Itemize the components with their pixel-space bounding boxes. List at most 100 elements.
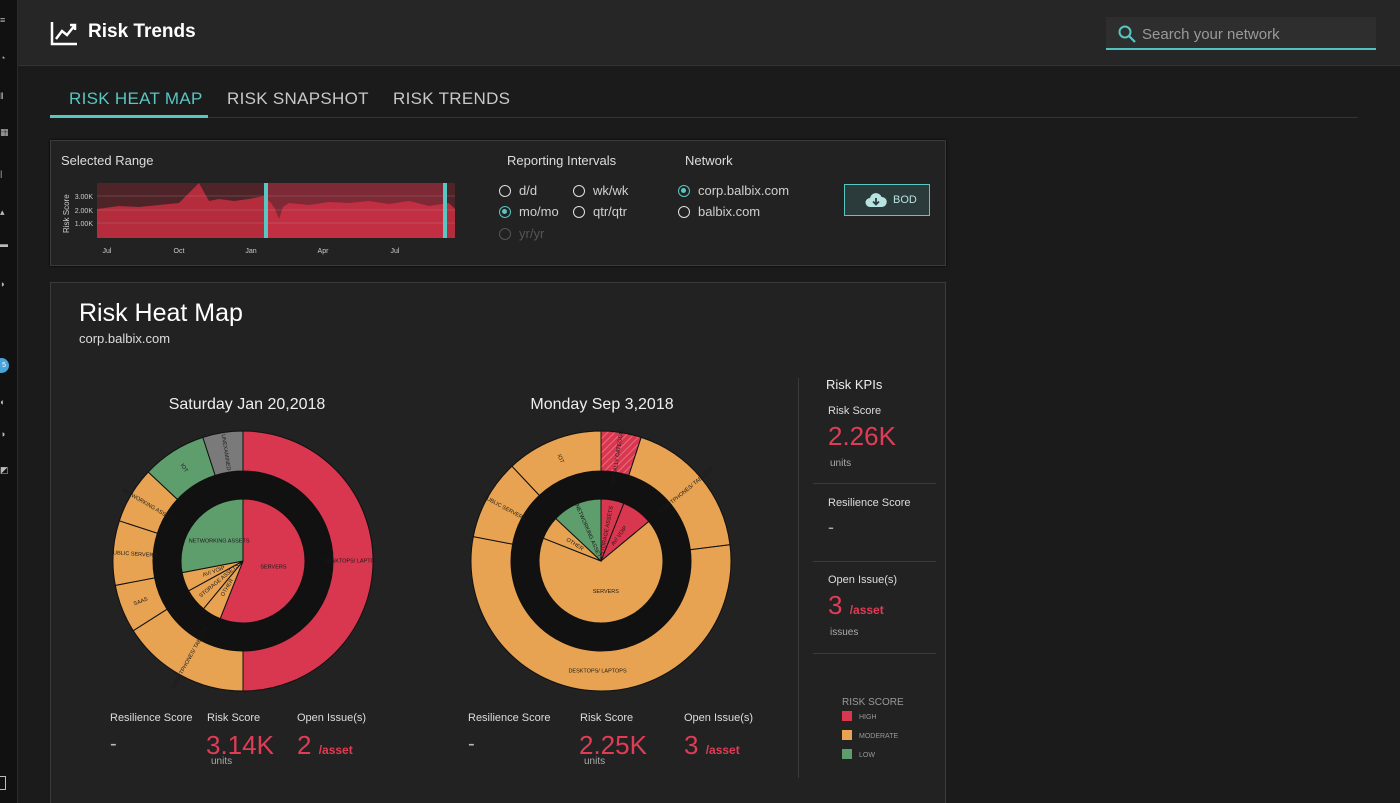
left-resilience-value: - [110, 733, 117, 755]
nav-icon[interactable]: ◔ [0, 54, 6, 62]
left-outer-segment[interactable] [202, 430, 244, 477]
legend-high: HIGH [842, 711, 877, 721]
left-risk-label: Risk Score [207, 712, 261, 724]
y-tick: 1.00K [75, 221, 94, 228]
cloud-download-icon [865, 193, 887, 207]
left-risk-value: 3.14K [206, 730, 274, 760]
trend-chart-icon [50, 22, 77, 46]
interval-dd-radio[interactable]: d/d [499, 183, 537, 198]
tab-risk-heat-map[interactable]: RISK HEAT MAP [69, 89, 203, 108]
page-title: Risk Trends [88, 21, 196, 42]
nav-icon[interactable]: ◩ [0, 466, 8, 474]
selected-range-highlight [264, 183, 444, 238]
x-tick: Jul [391, 248, 400, 255]
bod-download-button[interactable]: BOD [844, 184, 930, 216]
x-tick: Jul [103, 248, 112, 255]
interval-qtrqtr-radio[interactable]: qtr/qtr [573, 204, 627, 219]
nav-icon[interactable]: ▴ [0, 208, 5, 216]
heat-map-title: Risk Heat Map [79, 299, 243, 327]
left-risk-unit: units [211, 756, 233, 767]
left-inner-segment-label: NETWORKING ASSETS [189, 539, 250, 545]
interval-yryr-radio: yr/yr [499, 226, 544, 241]
left-outer-segment-label: UNEXAMINED [220, 434, 232, 471]
right-outer-segment[interactable] [511, 430, 602, 497]
kpi-risk-value: 2.26K [828, 421, 896, 451]
x-tick: Jan [245, 248, 256, 255]
interval-wkwk-radio[interactable]: wk/wk [573, 183, 628, 198]
nav-icon[interactable]: ◑ [0, 430, 6, 438]
heat-map-network: corp.balbix.com [79, 331, 171, 346]
left-outer-segment-label: PUBLIC SERVERS [111, 550, 157, 559]
left-inner-segment[interactable] [180, 498, 244, 574]
left-heat-donut[interactable]: DESKTOPS/ LAPTOPSSMARTPHONES/ TABLETSSAA… [111, 429, 375, 693]
tab-risk-trends[interactable]: RISK TRENDS [393, 89, 511, 108]
kpi-issues-unit: issues [830, 627, 859, 638]
search-box[interactable] [1106, 17, 1376, 50]
search-input[interactable] [1142, 21, 1370, 47]
nav-icon[interactable]: ◐ [0, 398, 6, 406]
kpi-issues-label: Open Issue(s) [828, 574, 898, 586]
risk-heat-map-panel: Risk Heat Map corp.balbix.com Saturday J… [50, 282, 946, 803]
right-resilience-value: - [468, 733, 475, 755]
range-handle-left[interactable] [264, 183, 268, 238]
expand-icon[interactable] [0, 776, 6, 790]
right-risk-label: Risk Score [580, 712, 634, 724]
range-handle-right[interactable] [443, 183, 447, 238]
network-corp-radio[interactable]: corp.balbix.com [678, 183, 789, 198]
tab-risk-snapshot[interactable]: RISK SNAPSHOT [227, 89, 369, 108]
left-resilience-label: Resilience Score [110, 712, 193, 724]
right-date-label: Monday Sep 3,2018 [530, 396, 674, 413]
kpi-resilience-label: Resilience Score [828, 497, 911, 509]
nav-icon[interactable]: ▬ [0, 240, 8, 248]
range-selector-chart[interactable]: Risk Score 3.00K 2.00K 1.00K Jul Oct Jan… [59, 179, 459, 261]
x-tick: Apr [318, 248, 330, 255]
legend-low: LOW [842, 749, 875, 759]
legend-moderate: MODERATE [842, 730, 898, 740]
kpi-divider [798, 378, 799, 778]
left-issues-value: 2 /asset [297, 730, 353, 760]
left-outer-segment[interactable] [242, 430, 374, 692]
right-resilience-label: Resilience Score [468, 712, 551, 724]
left-nav-rail: ≡ ◔ ‖ ▦ | ▴ ▬ ◗ 5 ◐ ◑ ◩ [0, 0, 18, 803]
notification-badge[interactable]: 5 [0, 358, 9, 373]
nav-icon[interactable]: | [0, 170, 3, 178]
kpi-risk-unit: units [830, 458, 852, 469]
x-tick: Oct [174, 248, 185, 255]
search-icon [1118, 25, 1136, 43]
nav-icon[interactable]: ◗ [0, 280, 6, 288]
active-tab-indicator [50, 115, 208, 118]
app-header: Risk Trends [18, 0, 1400, 66]
selected-range-label: Selected Range [61, 153, 154, 168]
right-issues-label: Open Issue(s) [684, 712, 754, 724]
nav-icon[interactable]: ▦ [0, 128, 8, 136]
right-inner-segment-label: SERVERS [593, 589, 620, 595]
range-panel: Selected Range Risk Score 3.00K 2.00K 1.… [50, 140, 946, 266]
left-outer-segment-label: DESKTOPS/ LAPTOPS [324, 558, 375, 564]
y-tick: 3.00K [75, 194, 94, 201]
right-outer-segment[interactable] [470, 536, 732, 692]
network-label: Network [685, 153, 733, 168]
right-risk-unit: units [584, 756, 606, 767]
tab-bar: RISK HEAT MAP RISK SNAPSHOT RISK TRENDS [50, 80, 1358, 118]
right-inner-segment[interactable] [538, 520, 664, 624]
left-inner-segment[interactable] [219, 498, 306, 624]
kpi-risk-label: Risk Score [828, 405, 882, 417]
kpi-resilience-value: - [828, 517, 834, 537]
right-outer-segment-label: IOT [556, 454, 565, 465]
nav-icon[interactable]: ‖ [0, 92, 4, 100]
interval-momo-radio[interactable]: mo/mo [499, 204, 559, 219]
legend-title: RISK SCORE [842, 697, 904, 708]
left-date-label: Saturday Jan 20,2018 [168, 396, 326, 413]
range-ylabel: Risk Score [62, 194, 71, 233]
left-outer-segment-label: IOT [179, 463, 189, 474]
kpi-title: Risk KPIs [826, 377, 883, 392]
right-inner-segment[interactable] [555, 498, 602, 563]
network-balbix-radio[interactable]: balbix.com [678, 204, 760, 219]
risk-series-area [97, 183, 455, 238]
left-outer-segment-label: SAAS [133, 596, 149, 607]
menu-icon[interactable]: ≡ [0, 16, 6, 24]
left-issues-label: Open Issue(s) [297, 712, 367, 724]
right-risk-value: 2.25K [579, 730, 647, 760]
right-issues-value: 3 /asset [684, 730, 740, 760]
